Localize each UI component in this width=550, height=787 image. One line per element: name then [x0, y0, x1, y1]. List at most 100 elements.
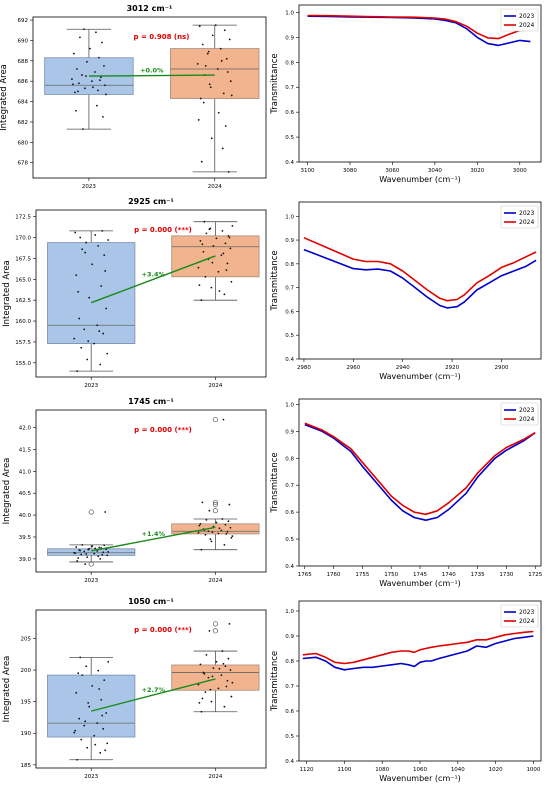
data-point [87, 702, 90, 704]
data-point [197, 531, 200, 534]
y-tick-label: 170.0 [15, 236, 31, 242]
y-tick-label: 1.0 [285, 609, 294, 615]
data-point [102, 115, 104, 118]
x-tick-label: 2980 [297, 365, 311, 371]
legend-label: 2023 [519, 609, 534, 616]
data-point [220, 674, 223, 676]
y-tick-label: 1.0 [285, 10, 294, 16]
data-point [94, 71, 96, 73]
data-point [99, 557, 102, 560]
data-point [80, 738, 83, 741]
data-point [81, 543, 84, 546]
data-point [91, 684, 94, 687]
series-line-2024 [307, 14, 531, 40]
data-point [78, 82, 80, 85]
x-tick-label: 1740 [442, 572, 456, 578]
x-tick-label: 2023 [82, 184, 96, 190]
data-point [220, 59, 223, 62]
data-point [201, 697, 204, 700]
data-point [86, 60, 88, 63]
data-point [79, 36, 81, 39]
data-point [201, 43, 204, 46]
mean-trend-line [90, 255, 216, 304]
data-point [73, 337, 76, 340]
box-2023 [47, 548, 136, 556]
data-point [208, 629, 211, 632]
outlier-point [212, 621, 218, 627]
data-point [228, 236, 231, 239]
data-point [200, 299, 203, 302]
data-point [231, 535, 234, 537]
data-point [202, 250, 205, 253]
data-point [230, 695, 233, 698]
legend-label: 2024 [519, 219, 534, 226]
data-point [103, 254, 106, 256]
data-point [96, 324, 99, 327]
y-axis-label: Transmittance [270, 250, 280, 311]
x-tick-label: 1060 [413, 767, 427, 773]
data-point [98, 688, 101, 690]
x-axis-label: Wavenumber (cm⁻¹) [379, 175, 461, 184]
data-point [104, 270, 107, 272]
data-point [101, 229, 104, 232]
legend-label: 2024 [519, 22, 534, 29]
data-point [229, 526, 232, 529]
y-tick-label: 165.0 [15, 277, 31, 283]
data-point [74, 91, 76, 94]
x-tick-label: 3100 [300, 168, 314, 174]
data-point [99, 79, 101, 82]
y-tick-label: 0.6 [285, 309, 294, 315]
data-point [199, 239, 202, 242]
data-point [221, 650, 224, 652]
data-point [197, 119, 200, 121]
axes-frame [35, 609, 267, 769]
panel-title: 1745 cm⁻¹ [128, 397, 174, 406]
data-point [91, 545, 94, 548]
data-point [202, 671, 205, 674]
data-point [209, 538, 212, 541]
x-tick-label: 1760 [327, 572, 341, 578]
boxplot-panel: 3012 cm⁻¹ Integrated Area +0.0% p = 0.908 (… [0, 4, 267, 190]
y-tick-label: 0.4 [285, 357, 294, 363]
data-point [225, 685, 228, 688]
box-2024 [170, 48, 260, 99]
data-point [224, 665, 227, 668]
boxplot-panel: 1745 cm⁻¹ Integrated Area +1.4% p = 0.000 (… [2, 397, 267, 584]
data-point [217, 687, 220, 690]
panel-title: 2925 cm⁻¹ [128, 197, 174, 206]
data-point [230, 280, 233, 283]
data-point [85, 665, 88, 668]
x-tick-label: 2024 [208, 184, 222, 190]
data-point [107, 239, 110, 241]
y-tick-label: 0.9 [285, 429, 294, 435]
data-point [199, 522, 202, 525]
outlier-point [212, 502, 218, 508]
y-tick-label: 40.5 [19, 491, 32, 497]
data-point [85, 553, 88, 555]
data-point [227, 170, 230, 173]
x-tick-label: 1750 [384, 572, 398, 578]
data-point [104, 749, 107, 752]
data-point [199, 663, 202, 666]
data-point [84, 720, 87, 723]
data-point [89, 47, 91, 50]
outlier-point [212, 417, 218, 423]
boxplot-panel: 2925 cm⁻¹ Integrated Area +3.4% p = 0.000 (… [2, 197, 267, 389]
data-point [85, 241, 88, 244]
box-2023 [47, 674, 136, 738]
x-tick-label: 3040 [428, 168, 442, 174]
data-point [222, 662, 225, 665]
series-line-2024 [304, 422, 536, 516]
data-point [210, 137, 213, 140]
data-point [72, 83, 74, 86]
data-point [227, 657, 230, 660]
outlier-point [88, 509, 94, 515]
data-point [230, 94, 233, 97]
data-point [77, 290, 80, 293]
y-tick-label: 692 [18, 18, 29, 24]
data-point [225, 533, 228, 535]
x-tick-label: 2940 [396, 365, 410, 371]
data-point [87, 548, 90, 551]
y-tick-label: 688 [18, 59, 29, 65]
x-tick-label: 1000 [526, 767, 540, 773]
